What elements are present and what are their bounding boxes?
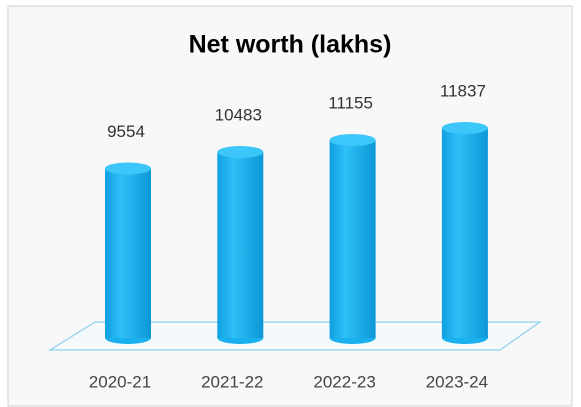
cylinder-body: [217, 152, 264, 338]
cylinder-body: [441, 128, 488, 338]
floor: [47, 321, 542, 351]
cylinder-body: [329, 140, 376, 338]
value-label: 10483: [215, 106, 262, 125]
cylinder-top: [329, 134, 376, 147]
value-label: 11837: [440, 81, 486, 100]
x-tick-label: 2023-24: [426, 372, 488, 391]
cylinder-top: [441, 122, 488, 134]
value-label: 9554: [107, 122, 145, 141]
chart-title: Net worth (lakhs): [189, 31, 392, 59]
cylinder-body: [105, 168, 151, 338]
cylinder: [329, 134, 376, 344]
cylinder-top: [105, 162, 151, 175]
cylinder: [105, 162, 151, 344]
cylinder: [441, 122, 488, 344]
cylinder-top: [217, 146, 264, 159]
x-tick-label: 2021-22: [201, 372, 263, 391]
value-label: 11155: [328, 94, 373, 113]
x-tick-label: 2020-21: [89, 372, 151, 391]
x-tick-label: 2022-23: [313, 372, 375, 391]
cylinder: [217, 146, 264, 344]
